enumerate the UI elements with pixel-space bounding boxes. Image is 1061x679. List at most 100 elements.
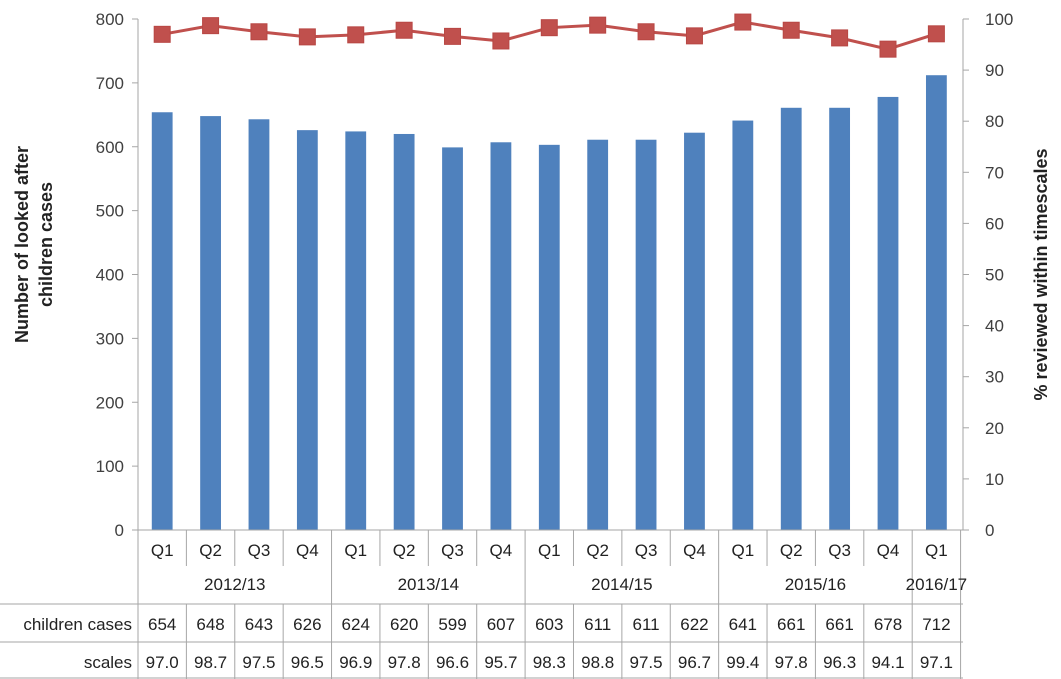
category-label: Q1 xyxy=(344,541,367,560)
table-cell-children-cases: 599 xyxy=(438,615,466,634)
bar xyxy=(296,130,318,530)
left-axis-ticks: 0 100 200 300 400 500 600 700 800 xyxy=(96,10,138,540)
right-tick-label: 90 xyxy=(985,61,1004,80)
table-cell-scales: 98.7 xyxy=(194,653,227,672)
table-cell-scales: 95.7 xyxy=(484,653,517,672)
category-label: Q3 xyxy=(248,541,271,560)
table-cell-children-cases: 622 xyxy=(680,615,708,634)
line-marker xyxy=(831,29,849,47)
table-cell-scales: 99.4 xyxy=(726,653,759,672)
category-label: Q4 xyxy=(296,541,319,560)
category-label: Q3 xyxy=(635,541,658,560)
line-marker xyxy=(395,21,413,39)
bar xyxy=(151,112,173,530)
bar xyxy=(925,75,947,531)
bar xyxy=(684,132,705,530)
year-group-label: 2016/17 xyxy=(906,575,967,594)
bar-series xyxy=(151,75,947,531)
bar xyxy=(829,107,851,530)
data-table: Q1 Q2 Q3 Q4 Q1 Q2 Q3 Q4 Q1 Q2 Q3 Q4 Q1 Q2 Q3 Q4 Q1 2012/1… xyxy=(0,529,967,679)
table-cell-children-cases: 648 xyxy=(196,615,224,634)
table-cell-scales: 97.5 xyxy=(242,653,275,672)
table-cell-scales: 97.5 xyxy=(630,653,663,672)
bar xyxy=(587,139,609,530)
bar xyxy=(345,131,367,531)
category-label: Q2 xyxy=(780,541,803,560)
bar xyxy=(248,119,270,530)
right-tick-label: 80 xyxy=(985,112,1004,131)
category-label: Q2 xyxy=(586,541,609,560)
bar xyxy=(442,147,463,531)
table-cell-scales: 96.7 xyxy=(678,653,711,672)
year-group-label: 2013/14 xyxy=(398,575,459,594)
table-cell-children-cases: 607 xyxy=(487,615,515,634)
line-marker xyxy=(492,32,510,50)
category-label: Q2 xyxy=(393,541,416,560)
table-cell-children-cases: 603 xyxy=(535,615,563,634)
row-header-children-cases: children cases xyxy=(23,615,132,634)
category-label: Q2 xyxy=(199,541,222,560)
bar xyxy=(490,142,512,530)
table-cell-children-cases: 641 xyxy=(729,615,757,634)
left-tick-label: 500 xyxy=(96,202,124,221)
line-marker xyxy=(153,25,171,43)
table-cell-children-cases: 626 xyxy=(293,615,321,634)
table-cell-children-cases: 643 xyxy=(245,615,273,634)
row-header-scales: scales xyxy=(84,653,132,672)
table-cell-children-cases: 624 xyxy=(342,615,370,634)
category-label: Q3 xyxy=(828,541,851,560)
line-marker xyxy=(540,19,558,37)
table-cell-scales: 96.3 xyxy=(823,653,856,672)
left-tick-label: 800 xyxy=(96,10,124,29)
category-label: Q4 xyxy=(490,541,513,560)
table-cell-scales: 96.5 xyxy=(291,653,324,672)
category-label: Q1 xyxy=(151,541,174,560)
line-marker xyxy=(879,40,897,58)
table-cell-scales: 98.3 xyxy=(533,653,566,672)
right-tick-label: 20 xyxy=(985,419,1004,438)
bar xyxy=(780,107,802,530)
bar xyxy=(877,96,899,531)
table-cell-children-cases: 678 xyxy=(874,615,902,634)
line-marker xyxy=(250,23,268,41)
table-cell-scales: 98.8 xyxy=(581,653,614,672)
left-tick-label: 0 xyxy=(115,521,124,540)
right-axis-title: % reviewed within timescales xyxy=(1031,148,1051,400)
line-marker xyxy=(202,17,220,35)
table-cell-scales: 94.1 xyxy=(871,653,904,672)
right-tick-label: 100 xyxy=(985,10,1013,29)
table-cell-scales: 96.9 xyxy=(339,653,372,672)
line-marker xyxy=(685,27,703,45)
bar xyxy=(635,139,657,530)
table-cell-scales: 97.8 xyxy=(388,653,421,672)
category-label: Q1 xyxy=(731,541,754,560)
category-label: Q4 xyxy=(877,541,900,560)
right-tick-label: 30 xyxy=(985,368,1004,387)
right-tick-label: 40 xyxy=(985,317,1004,336)
table-cell-children-cases: 611 xyxy=(584,615,611,634)
bar xyxy=(393,133,415,530)
bar xyxy=(200,116,221,530)
year-group-label: 2015/16 xyxy=(785,575,846,594)
line-marker xyxy=(927,25,945,43)
right-tick-label: 0 xyxy=(985,521,994,540)
table-cell-children-cases: 661 xyxy=(825,615,853,634)
category-label: Q1 xyxy=(538,541,561,560)
line-marker xyxy=(347,26,365,44)
line-marker xyxy=(782,21,800,39)
line-marker xyxy=(589,16,607,34)
line-marker xyxy=(298,28,316,46)
category-label: Q1 xyxy=(925,541,948,560)
line-marker xyxy=(734,13,752,31)
category-label: Q3 xyxy=(441,541,464,560)
right-tick-label: 70 xyxy=(985,163,1004,182)
table-cell-scales: 97.0 xyxy=(146,653,179,672)
table-cell-children-cases: 661 xyxy=(777,615,805,634)
table-cell-children-cases: 611 xyxy=(633,615,660,634)
right-axis-ticks: 0 10 20 30 40 50 60 70 80 90 100 xyxy=(963,10,1013,540)
line-marker xyxy=(637,23,655,41)
left-tick-label: 400 xyxy=(96,266,124,285)
right-tick-label: 50 xyxy=(985,266,1004,285)
table-cell-scales: 97.8 xyxy=(775,653,808,672)
